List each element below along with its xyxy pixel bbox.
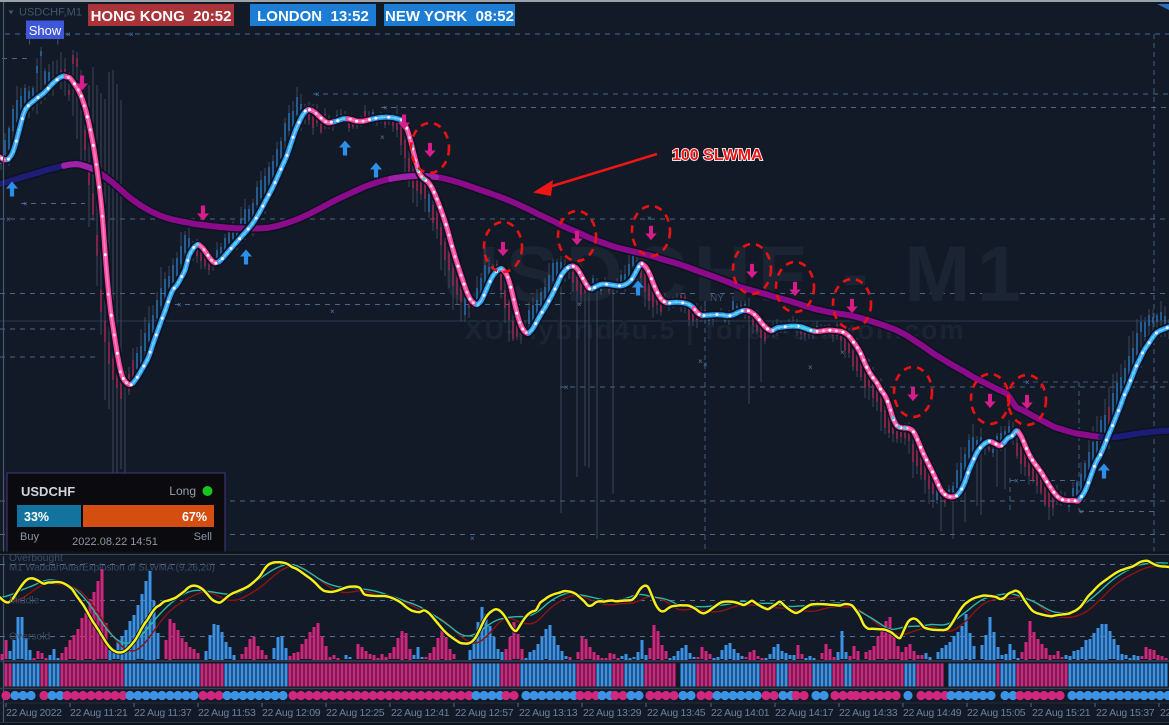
svg-text:×: × <box>177 301 182 310</box>
svg-text:×: × <box>23 200 28 209</box>
svg-text:×: × <box>6 215 11 224</box>
svg-text:×: × <box>66 30 71 39</box>
svg-text:×: × <box>129 30 134 39</box>
svg-text:22 Aug 14:17: 22 Aug 14:17 <box>775 707 834 719</box>
svg-text:22 Aug 12:57: 22 Aug 12:57 <box>455 707 514 719</box>
svg-text:22 Aug 12:09: 22 Aug 12:09 <box>262 707 321 719</box>
svg-text:22 Aug 11:53: 22 Aug 11:53 <box>198 707 256 719</box>
svg-text:22 Aug 15:05: 22 Aug 15:05 <box>967 707 1026 719</box>
svg-text:2022.08.22 14:51: 2022.08.22 14:51 <box>72 536 158 548</box>
svg-text:Sell: Sell <box>194 531 212 543</box>
svg-text:HONG KONG 20:52: HONG KONG 20:52 <box>91 8 232 25</box>
svg-text:×: × <box>577 300 582 309</box>
svg-text:33%: 33% <box>24 510 49 524</box>
svg-text:22 Aug 2022: 22 Aug 2022 <box>6 707 62 719</box>
svg-text:Middle: Middle <box>9 596 40 607</box>
svg-text:22 Aug 14:33: 22 Aug 14:33 <box>839 707 898 719</box>
svg-text:22 Aug 13:45: 22 Aug 13:45 <box>647 707 706 719</box>
svg-text:Buy: Buy <box>20 531 39 543</box>
svg-text:M1 WaddahAttarExplosion of SLW: M1 WaddahAttarExplosion of SLWMA (9,26,2… <box>9 563 215 574</box>
svg-text:22 Aug 15:37: 22 Aug 15:37 <box>1096 707 1155 719</box>
svg-text:×: × <box>703 360 708 369</box>
svg-text:×: × <box>470 534 475 543</box>
svg-text:22 Aug 13:13: 22 Aug 13:13 <box>519 707 578 719</box>
svg-text:NEW YORK 08:52: NEW YORK 08:52 <box>385 8 514 25</box>
svg-text:×: × <box>315 90 320 99</box>
svg-text:×: × <box>380 133 385 142</box>
svg-text:×: × <box>808 363 813 372</box>
svg-text:22 Aug 12:25: 22 Aug 12:25 <box>326 707 385 719</box>
svg-text:22 Aug 13:29: 22 Aug 13:29 <box>583 707 642 719</box>
svg-text:22 Aug 14:49: 22 Aug 14:49 <box>903 707 962 719</box>
svg-text:22 Aug: 22 Aug <box>1160 707 1169 719</box>
svg-text:100 SLWMA: 100 SLWMA <box>672 147 763 164</box>
svg-text:Long: Long <box>169 484 196 498</box>
svg-text:USDCHF: USDCHF <box>21 484 75 499</box>
svg-text:×: × <box>564 383 569 392</box>
svg-text:LONDON 13:52: LONDON 13:52 <box>257 8 369 25</box>
svg-text:22 Aug 12:41: 22 Aug 12:41 <box>391 707 450 719</box>
svg-text:×: × <box>840 348 845 357</box>
svg-text:Overbought: Overbought <box>9 553 63 564</box>
svg-text:22 Aug 15:21: 22 Aug 15:21 <box>1032 707 1091 719</box>
svg-text:×: × <box>383 104 388 113</box>
svg-text:×: × <box>1025 378 1030 387</box>
svg-text:×: × <box>647 214 652 223</box>
svg-text:×: × <box>1079 508 1084 517</box>
svg-text:×: × <box>1014 477 1019 486</box>
svg-text:USDCHF,M1: USDCHF,M1 <box>19 7 82 19</box>
svg-text:22 Aug 11:21: 22 Aug 11:21 <box>70 707 128 719</box>
svg-text:22 Aug 14:01: 22 Aug 14:01 <box>711 707 770 719</box>
svg-text:Oversold: Oversold <box>9 632 50 643</box>
svg-text:22 Aug 11:37: 22 Aug 11:37 <box>134 707 192 719</box>
svg-text:×: × <box>698 357 703 366</box>
svg-text:×: × <box>330 307 335 316</box>
svg-text:USDCHF - M1: USDCHF - M1 <box>442 229 1028 318</box>
svg-text:67%: 67% <box>182 510 207 524</box>
svg-text:Show: Show <box>29 23 62 38</box>
svg-text:NY: NY <box>710 293 724 304</box>
